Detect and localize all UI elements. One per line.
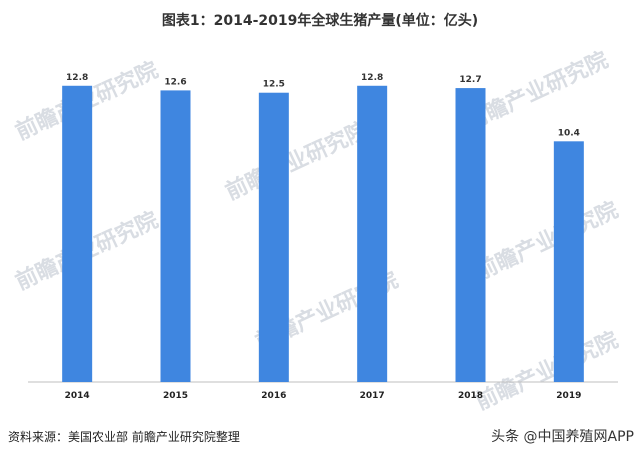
bar-2017 [357, 85, 388, 383]
watermark-layer: 前瞻产业研究院前瞻产业研究院前瞻产业研究院前瞻产业研究院前瞻产业研究院前瞻产业研… [12, 47, 623, 416]
x-tick-2018: 2018 [458, 391, 483, 401]
watermark-text: 前瞻产业研究院 [472, 197, 623, 286]
brand-watermark: 头条 @中国养殖网APP [491, 429, 634, 445]
data-label-2016: 12.5 [263, 80, 285, 90]
source-note: 资料来源：美国农业部 前瞻产业研究院整理 [8, 430, 240, 444]
chart-title: 图表1：2014-2019年全球生猪产量(单位：亿头) [161, 13, 479, 29]
data-label-2015: 12.6 [164, 77, 186, 87]
x-tick-2014: 2014 [65, 391, 90, 401]
watermark-text: 前瞻产业研究院 [222, 117, 373, 206]
x-tick-2017: 2017 [360, 391, 385, 401]
x-tick-2015: 2015 [163, 391, 188, 401]
x-tick-labels-group: 2014 2015 2016 2017 2018 2019 [65, 391, 582, 401]
data-label-2017: 12.8 [361, 73, 383, 83]
watermark-text: 前瞻产业研究院 [472, 327, 623, 416]
x-tick-2019: 2019 [556, 391, 581, 401]
bar-2015 [160, 90, 191, 383]
bar-2018 [455, 88, 486, 382]
data-label-2014: 12.8 [66, 73, 88, 83]
data-labels-group: 12.8 12.6 12.5 12.8 12.7 10.4 [66, 73, 580, 139]
bar-2019 [553, 141, 584, 382]
x-tick-2016: 2016 [261, 391, 286, 401]
bar-2014 [62, 85, 93, 383]
bar-2016 [258, 92, 289, 382]
data-label-2019: 10.4 [558, 128, 580, 138]
bars-group [62, 85, 584, 383]
data-label-2018: 12.7 [459, 75, 481, 85]
